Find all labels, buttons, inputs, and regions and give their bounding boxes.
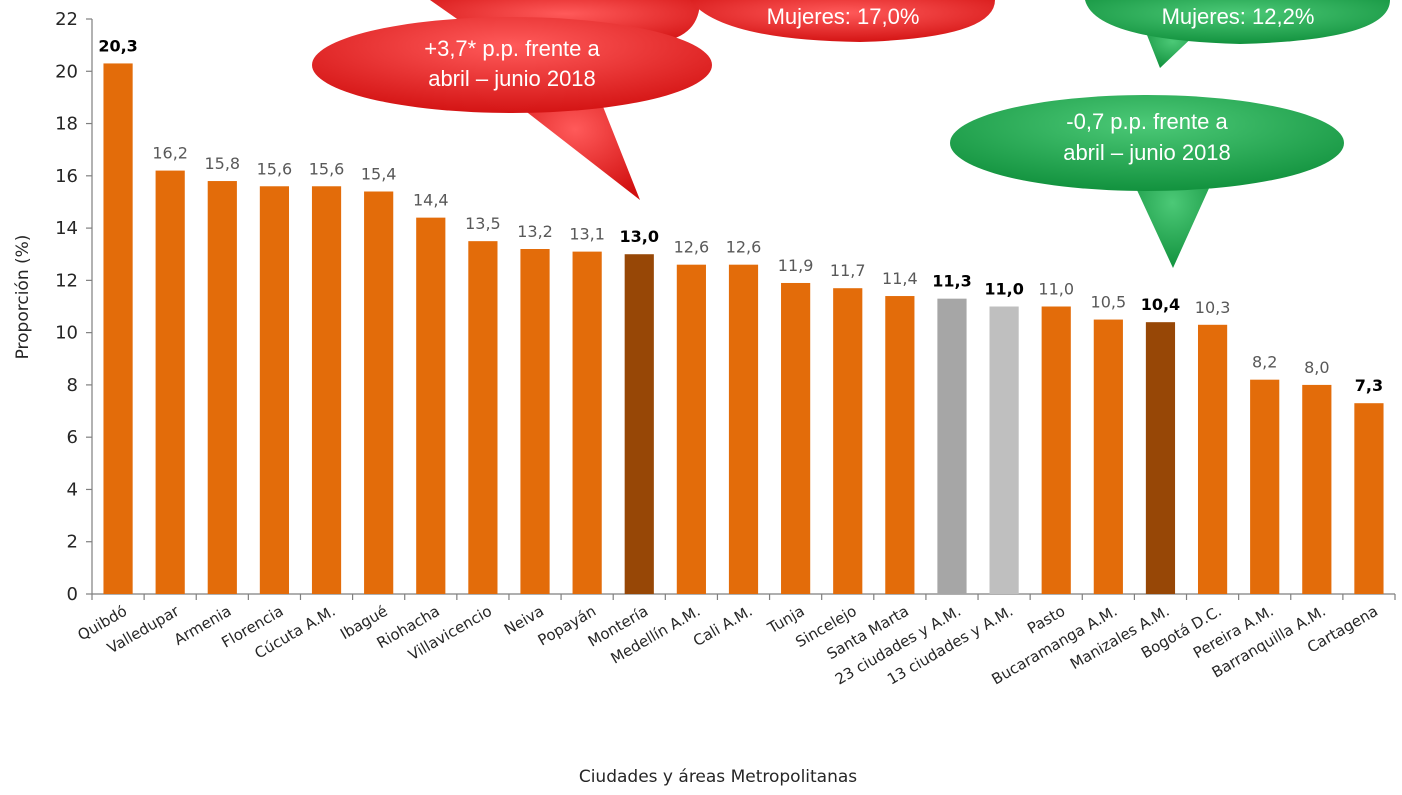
- callout-red-main-ellipse: [312, 17, 712, 113]
- value-label: 13,2: [517, 222, 553, 241]
- value-label: 10,4: [1141, 295, 1180, 314]
- callout-green-top: Mujeres: 12,2%: [1085, 0, 1390, 68]
- bar: [259, 186, 290, 595]
- bar: [885, 296, 915, 594]
- y-tick-label: 0: [67, 584, 78, 605]
- y-tick-label: 2: [67, 532, 78, 553]
- value-label: 16,2: [152, 144, 188, 163]
- value-label: 11,7: [830, 261, 866, 280]
- callout-green-main-line2: abril – junio 2018: [1063, 140, 1231, 165]
- y-tick-label: 16: [55, 166, 78, 187]
- bar: [1041, 306, 1071, 594]
- value-label: 7,3: [1355, 376, 1383, 395]
- value-label: 14,4: [413, 191, 449, 210]
- value-label: 11,0: [1038, 280, 1074, 299]
- bar: [1354, 403, 1384, 594]
- value-label: 15,4: [361, 165, 397, 184]
- value-label: 10,3: [1195, 298, 1231, 317]
- value-label: 12,6: [726, 238, 762, 257]
- bar: [103, 63, 133, 594]
- bar: [155, 170, 185, 594]
- value-label: 11,0: [984, 280, 1023, 299]
- callout-green-main-line1: -0,7 p.p. frente a: [1066, 109, 1228, 134]
- bar: [1250, 379, 1280, 594]
- value-label: 13,0: [620, 227, 659, 246]
- callout-red-top-text: Mujeres: 17,0%: [767, 4, 920, 29]
- callout-green-top-text: Mujeres: 12,2%: [1162, 4, 1315, 29]
- bar: [728, 264, 759, 594]
- bar: [468, 241, 498, 594]
- value-label: 10,5: [1091, 293, 1127, 312]
- value-label: 13,5: [465, 214, 501, 233]
- y-axis-title: Proporción (%): [13, 235, 33, 360]
- bar: [1197, 324, 1228, 594]
- y-tick-label: 22: [55, 9, 78, 30]
- value-label: 11,3: [932, 272, 971, 291]
- bar: [1145, 322, 1176, 594]
- bar: [416, 217, 446, 595]
- value-label: 13,1: [569, 225, 605, 244]
- y-tick-label: 6: [67, 427, 78, 448]
- y-tick-label: 12: [55, 270, 78, 291]
- x-axis: [91, 593, 1396, 600]
- bars: [103, 63, 1384, 595]
- value-label: 15,8: [204, 154, 240, 173]
- bar: [207, 181, 237, 594]
- callout-red-main: +3,7* p.p. frente a abril – junio 2018: [312, 17, 712, 200]
- value-label: 12,6: [674, 238, 710, 257]
- value-label: 15,6: [309, 159, 345, 178]
- callout-green-main-ellipse: [950, 95, 1344, 191]
- value-label: 8,2: [1252, 353, 1277, 372]
- bar: [676, 264, 706, 594]
- y-tick-label: 4: [67, 479, 78, 500]
- y-tick-label: 20: [55, 61, 78, 82]
- y-tick-label: 18: [55, 114, 78, 135]
- y-tick-label: 14: [55, 218, 78, 239]
- bar: [364, 191, 394, 594]
- value-label: 11,4: [882, 269, 918, 288]
- callout-green-top-body: [1085, 0, 1390, 44]
- value-label: 15,6: [257, 159, 293, 178]
- value-labels: 20,3 16,2 15,8 15,6 15,6 15,4 14,4 13,5 13,2 13,1…: [98, 36, 1383, 395]
- value-label: 20,3: [98, 36, 137, 55]
- y-axis: 0 2 4 6 8 10 12 14 16 18 20 22: [55, 9, 93, 605]
- callout-red-main-line1: +3,7* p.p. frente a: [424, 36, 600, 61]
- y-tick-label: 10: [55, 323, 78, 344]
- bar: [311, 186, 342, 595]
- value-label: 11,9: [778, 256, 814, 275]
- y-tick-label: 8: [67, 375, 78, 396]
- callout-red-main-line2: abril – junio 2018: [428, 66, 596, 91]
- x-axis-title: Ciudades y áreas Metropolitanas: [579, 767, 857, 787]
- callout-green-main: -0,7 p.p. frente a abril – junio 2018: [950, 95, 1344, 268]
- bar: [989, 306, 1019, 594]
- bar: [520, 249, 550, 594]
- bar: [781, 282, 811, 594]
- callout-red-main-shape: [510, 99, 640, 200]
- value-label: 8,0: [1304, 358, 1329, 377]
- bar: [937, 298, 967, 594]
- category-label: Cali A.M.: [690, 602, 756, 650]
- callout-green-main-tail: [1130, 175, 1215, 268]
- callout-red-top-body: [690, 0, 995, 42]
- bar: [1302, 384, 1332, 594]
- bar: [572, 251, 602, 594]
- bar: [624, 254, 654, 594]
- bar: [1093, 319, 1123, 594]
- bar: [833, 288, 863, 594]
